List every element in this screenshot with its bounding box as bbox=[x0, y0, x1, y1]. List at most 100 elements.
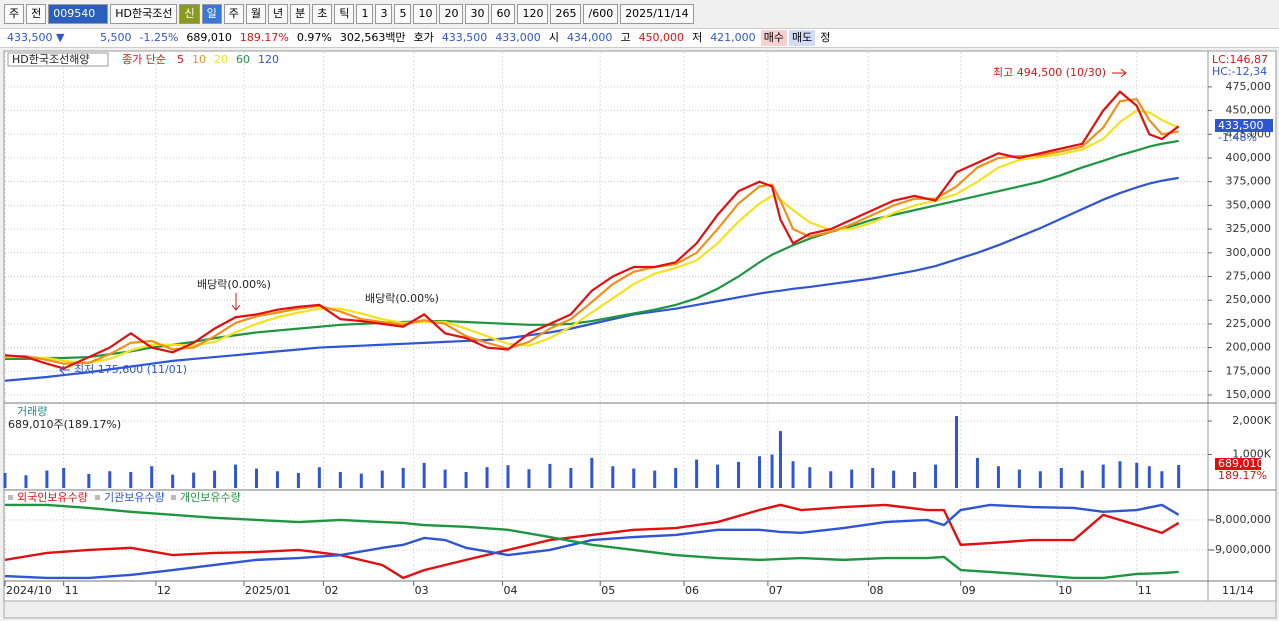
toolbar-item: 433,000 bbox=[495, 31, 541, 44]
y-tick-label: 400,000 bbox=[1226, 151, 1272, 164]
volume-bar bbox=[757, 456, 761, 488]
toolbar-item[interactable]: 주 bbox=[223, 4, 244, 24]
x-tick-label: 11 bbox=[65, 584, 79, 597]
toolbar-item: 450,000 bbox=[638, 31, 685, 44]
volume-bar bbox=[1038, 471, 1042, 488]
toolbar-item: 421,000 bbox=[710, 31, 756, 44]
legend-title: 종가 단순 bbox=[122, 53, 166, 66]
toolbar-item: /600 bbox=[583, 4, 619, 24]
toolbar-item[interactable]: 초 bbox=[312, 4, 333, 24]
y-tick-label: 325,000 bbox=[1226, 222, 1272, 235]
annotation: 배당락(0.00%) bbox=[197, 278, 271, 291]
toolbar-item[interactable]: 1 bbox=[356, 4, 374, 24]
volume-bar bbox=[913, 471, 917, 488]
volume-bar bbox=[108, 471, 112, 488]
volume-bar bbox=[996, 466, 1000, 488]
annotation: 189.17% bbox=[1218, 469, 1267, 482]
y-tick-label: 350,000 bbox=[1226, 198, 1272, 211]
volume-bar bbox=[716, 464, 720, 488]
toolbar-item[interactable]: 10 bbox=[413, 4, 438, 24]
axis-frame bbox=[1207, 50, 1277, 603]
toolbar-item[interactable]: 틱 bbox=[334, 4, 355, 24]
toolbar-item: 009540 bbox=[48, 4, 109, 24]
volume-bar bbox=[653, 470, 657, 488]
legend-entry: 개인보유수량 bbox=[180, 491, 241, 504]
toolbar-item[interactable]: 일 bbox=[201, 4, 222, 24]
annotation: 배당락(0.00%) bbox=[365, 292, 439, 305]
legend-swatch bbox=[171, 495, 176, 500]
toolbar-item[interactable]: 전 bbox=[26, 4, 47, 24]
toolbar-item: 시 bbox=[548, 31, 559, 44]
x-tick-label: 04 bbox=[504, 584, 518, 597]
volume-bar bbox=[569, 467, 573, 488]
toolbar-item[interactable]: 20 bbox=[439, 4, 464, 24]
y-tick-label: 450,000 bbox=[1226, 104, 1272, 117]
series-line bbox=[5, 109, 1180, 364]
volume-bar bbox=[24, 475, 28, 488]
volume-flag bbox=[1215, 458, 1261, 470]
x-tick-label: 10 bbox=[1058, 584, 1072, 597]
y-tick-label: 175,000 bbox=[1226, 364, 1272, 377]
toolbar-item[interactable]: 3 bbox=[375, 4, 393, 24]
toolbar-item[interactable]: 매도 bbox=[788, 30, 816, 46]
y-tick-label: 150,000 bbox=[1226, 388, 1272, 401]
volume-bar bbox=[1059, 467, 1063, 488]
volume-bar bbox=[171, 474, 175, 488]
annotation: -1.48% bbox=[1218, 131, 1257, 144]
legend-entry: 5 bbox=[177, 53, 184, 66]
legend-entry: 20 bbox=[214, 53, 228, 66]
scrollbar[interactable] bbox=[3, 600, 1277, 619]
volume-bar bbox=[506, 465, 510, 488]
volume-bar bbox=[1177, 464, 1181, 488]
toolbar-item: 호가 bbox=[413, 31, 434, 44]
volume-bar bbox=[296, 472, 300, 488]
toolbar-item: 433,500 ▼ bbox=[7, 31, 65, 44]
toolbar-item: 189.17% bbox=[239, 31, 289, 44]
volume-bar bbox=[850, 469, 854, 488]
volume-bar bbox=[213, 470, 217, 488]
volume-bar bbox=[892, 470, 896, 488]
volume-bar bbox=[611, 466, 615, 488]
volume-bar bbox=[150, 466, 154, 488]
x-tick-label: 07 bbox=[769, 584, 783, 597]
volume-bar bbox=[1160, 471, 1164, 488]
toolbar-item: 저 bbox=[692, 31, 703, 44]
volume-bar bbox=[934, 464, 938, 488]
toolbar-item: 5,500 bbox=[100, 31, 132, 44]
x-tick-label: 08 bbox=[869, 584, 883, 597]
toolbar-item[interactable]: 월 bbox=[245, 4, 266, 24]
annotation: LC:146,87 bbox=[1212, 53, 1268, 66]
volume-bar bbox=[234, 464, 238, 488]
volume-bar bbox=[975, 457, 979, 488]
volume-bar bbox=[1147, 466, 1151, 488]
volume-bar bbox=[1101, 464, 1105, 488]
volume-bar bbox=[380, 470, 384, 488]
plot-frame bbox=[3, 50, 1209, 603]
toolbar-item[interactable]: 60 bbox=[491, 4, 516, 24]
toolbar-item[interactable]: 분 bbox=[290, 4, 311, 24]
toolbar-item[interactable]: 년 bbox=[267, 4, 289, 24]
stock-name: HD한국조선해양 bbox=[12, 52, 89, 66]
toolbar-item[interactable]: 주 bbox=[4, 4, 25, 24]
legend-swatch bbox=[8, 495, 13, 500]
legend-entry: 10 bbox=[192, 53, 206, 66]
arrow bbox=[59, 365, 70, 375]
x-tick-label: 05 bbox=[601, 584, 615, 597]
quote-bar: 433,500 ▼ 5,500 -1.25% 689,010 189.17% 0.97% 3… bbox=[0, 28, 1279, 48]
toolbar-item[interactable]: 30 bbox=[465, 4, 490, 24]
y-tick-label: -9,000,000 bbox=[1211, 543, 1271, 556]
toolbar-item[interactable]: 신 bbox=[179, 4, 200, 24]
annotation: 689,010 bbox=[1218, 457, 1264, 470]
toolbar-item[interactable]: 정 bbox=[820, 31, 831, 44]
y-tick-label: 225,000 bbox=[1226, 317, 1272, 330]
toolbar-item[interactable]: 120 bbox=[517, 4, 549, 24]
volume-bar bbox=[338, 471, 342, 488]
toolbar-item: 434,000 bbox=[566, 31, 613, 44]
volume-bar bbox=[674, 467, 678, 488]
toolbar-item: 689,010 bbox=[186, 31, 232, 44]
volume-bar bbox=[275, 471, 279, 488]
toolbar-item[interactable]: 5 bbox=[394, 4, 412, 24]
series-line bbox=[4, 503, 1180, 580]
volume-bar bbox=[1080, 470, 1084, 488]
toolbar-item[interactable]: 매수 bbox=[760, 30, 787, 46]
